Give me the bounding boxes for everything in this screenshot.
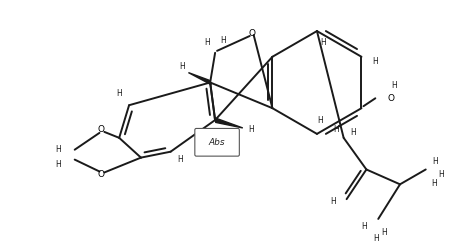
Text: H: H [351, 128, 357, 137]
Text: H: H [180, 62, 185, 71]
Text: H: H [433, 157, 439, 166]
Text: O: O [248, 29, 255, 37]
Text: H: H [178, 155, 183, 164]
Polygon shape [215, 118, 243, 128]
Text: H: H [391, 81, 397, 90]
Text: H: H [55, 145, 61, 154]
Text: H: H [374, 234, 379, 243]
Text: H: H [381, 228, 387, 237]
Text: H: H [317, 116, 323, 124]
Text: H: H [330, 197, 336, 206]
Text: H: H [116, 89, 122, 98]
Text: H: H [431, 179, 436, 188]
Text: O: O [387, 94, 395, 103]
Text: H: H [55, 160, 61, 169]
Text: H: H [439, 170, 445, 179]
Text: H: H [204, 38, 210, 47]
Text: O: O [98, 125, 105, 134]
Text: O: O [98, 170, 105, 179]
Text: H: H [373, 57, 378, 66]
FancyBboxPatch shape [195, 128, 239, 156]
Text: H: H [333, 125, 339, 134]
Text: H: H [320, 38, 326, 47]
Text: H: H [248, 125, 254, 134]
Text: Abs: Abs [209, 138, 225, 147]
Text: H: H [220, 36, 226, 45]
Text: H: H [361, 222, 367, 231]
Polygon shape [189, 73, 211, 85]
